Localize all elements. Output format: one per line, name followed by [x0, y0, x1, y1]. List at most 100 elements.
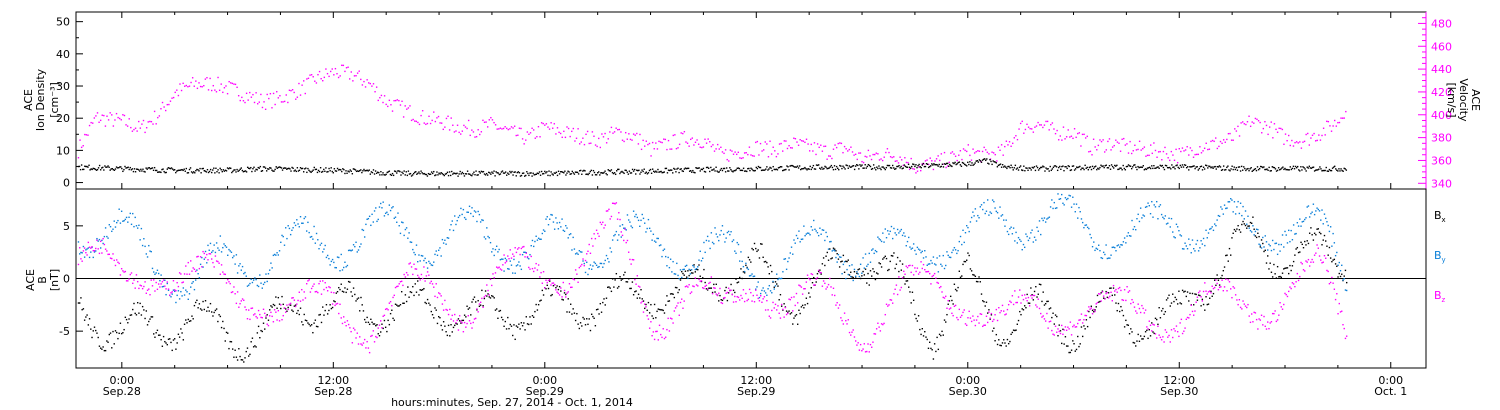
data-point-bz [296, 303, 298, 305]
data-point-velocity [742, 157, 744, 159]
data-point-ion-density [1259, 165, 1262, 168]
data-point-bz [1130, 302, 1132, 305]
data-point-bx [339, 288, 341, 291]
data-point-bz [673, 310, 676, 312]
data-point-bz [403, 273, 405, 276]
data-point-velocity [1138, 140, 1141, 143]
data-point-bx [281, 295, 283, 298]
data-point-ion-density [531, 175, 533, 177]
data-point-bz [793, 296, 795, 298]
data-point-velocity [112, 125, 115, 127]
data-point-bx [388, 323, 391, 326]
data-point-bz [373, 341, 376, 343]
data-point-by [1135, 228, 1137, 231]
data-point-ion-density [654, 171, 656, 173]
data-point-by [323, 248, 325, 250]
data-point-velocity [104, 125, 107, 127]
data-point-velocity [467, 119, 470, 122]
data-point-velocity [564, 136, 567, 139]
data-point-by [1078, 206, 1080, 209]
data-point-by [381, 207, 383, 209]
data-point-ion-density [447, 174, 450, 177]
data-point-ion-density [986, 158, 988, 160]
data-point-by [1125, 242, 1127, 244]
data-point-by [706, 235, 709, 238]
data-point-ion-density [792, 165, 794, 167]
data-point-velocity [364, 86, 367, 88]
data-point-ion-density [958, 161, 961, 163]
data-point-by [594, 262, 597, 265]
data-point-bz [974, 324, 977, 327]
data-point-bz [813, 284, 815, 286]
data-point-ion-density [1145, 168, 1148, 171]
data-point-by [292, 227, 294, 229]
data-point-velocity [1172, 154, 1174, 156]
data-point-bz [743, 300, 746, 303]
data-point-by [132, 212, 134, 215]
data-point-bz [968, 310, 970, 313]
data-point-ion-density [561, 171, 563, 173]
data-point-ion-density [1328, 168, 1331, 171]
data-point-bz [1090, 307, 1093, 309]
data-point-bx [289, 304, 292, 306]
data-point-bx [893, 252, 895, 254]
data-point-ion-density [1323, 169, 1325, 172]
data-point-by [806, 232, 809, 234]
data-point-by [560, 226, 562, 228]
data-point-velocity [650, 155, 652, 157]
data-point-bx [338, 286, 340, 289]
data-point-ion-density [877, 167, 879, 170]
data-point-bz [476, 308, 478, 310]
data-point-bz [424, 280, 426, 282]
data-point-ion-density [731, 170, 733, 172]
data-point-by [756, 286, 758, 288]
data-point-by [798, 230, 800, 232]
data-point-ion-density [1201, 169, 1204, 171]
data-point-ion-density [285, 167, 287, 169]
data-point-bz [932, 274, 935, 277]
data-point-bx [739, 276, 741, 279]
data-point-bx [943, 319, 946, 321]
data-point-by [367, 217, 370, 220]
data-point-by [256, 284, 259, 287]
data-point-velocity [983, 146, 985, 149]
data-point-bz [194, 270, 197, 273]
data-point-bx [587, 323, 589, 326]
data-point-ion-density [1082, 167, 1084, 169]
data-point-ion-density [988, 163, 990, 165]
data-point-bz [96, 239, 98, 241]
data-point-ion-density [375, 172, 378, 174]
data-point-bz [430, 280, 432, 283]
data-point-by [534, 240, 536, 243]
data-point-ion-density [551, 173, 553, 175]
data-point-bz [503, 254, 505, 256]
data-point-velocity [686, 142, 689, 144]
data-point-bx [1088, 310, 1090, 313]
data-point-ion-density [773, 168, 775, 171]
data-point-ion-density [311, 170, 313, 173]
data-point-by [90, 251, 92, 253]
data-point-bx [598, 313, 600, 315]
data-point-velocity [864, 155, 866, 158]
data-point-ion-density [786, 165, 788, 167]
data-point-ion-density [583, 169, 585, 172]
data-point-by [1215, 224, 1217, 227]
data-point-ion-density [1310, 167, 1313, 169]
data-point-ion-density [895, 167, 897, 170]
data-point-bx [1116, 309, 1118, 312]
data-point-velocity [582, 137, 584, 139]
data-point-bz [668, 330, 671, 332]
data-point-by [255, 278, 257, 281]
data-point-bx [796, 323, 799, 325]
data-point-bz [1077, 322, 1079, 325]
data-point-ion-density [458, 173, 460, 175]
data-point-by [305, 230, 308, 232]
data-point-bx [463, 314, 466, 316]
data-point-by [103, 235, 106, 238]
data-point-bx [947, 303, 949, 305]
data-point-by [592, 265, 594, 267]
data-point-ion-density [503, 172, 506, 174]
data-point-by [293, 222, 296, 224]
data-point-bz [652, 331, 655, 333]
data-point-ion-density [970, 164, 972, 167]
